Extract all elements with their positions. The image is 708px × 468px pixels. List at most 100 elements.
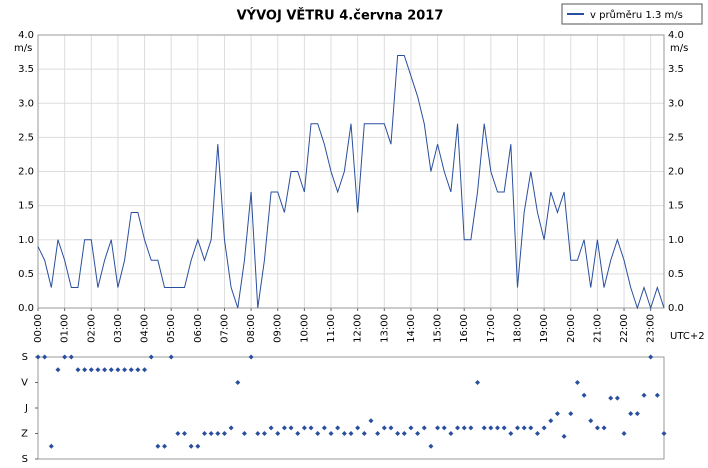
direction-point — [182, 431, 188, 436]
y-tick-label: 0.0 — [18, 303, 34, 314]
direction-point — [661, 431, 667, 436]
direction-point — [355, 425, 361, 431]
direction-point — [514, 425, 520, 431]
direction-point — [628, 411, 634, 417]
x-tick-label: 06:00 — [193, 314, 204, 343]
direction-point — [568, 411, 574, 417]
direction-point — [608, 395, 614, 401]
direction-point — [168, 354, 174, 360]
chart-title: VÝVOJ VĚTRU 4.června 2017 — [237, 8, 444, 24]
direction-point — [601, 425, 607, 431]
x-tick-label: 11:00 — [326, 314, 337, 343]
direction-point — [341, 431, 347, 436]
y-axis-label: m/s — [14, 43, 32, 54]
direction-point — [481, 425, 487, 431]
x-tick-label: 02:00 — [86, 314, 97, 343]
x-axis-label: UTC+2 — [670, 331, 705, 342]
direction-point — [395, 431, 401, 436]
y-tick-label: J — [24, 403, 28, 414]
x-tick-label: 01:00 — [60, 314, 71, 343]
direction-point — [328, 431, 334, 436]
x-tick-label: 09:00 — [273, 314, 284, 343]
direction-point — [75, 367, 81, 373]
direction-point — [95, 367, 101, 373]
direction-point — [648, 354, 654, 360]
x-tick-label: 13:00 — [379, 314, 390, 343]
x-tick-label: 18:00 — [512, 314, 523, 343]
x-tick-label: 10:00 — [299, 314, 310, 343]
direction-point — [261, 431, 267, 436]
direction-point — [335, 425, 341, 431]
x-tick-label: 20:00 — [566, 314, 577, 343]
legend-box — [561, 3, 703, 25]
y-tick-label: 0.5 — [18, 269, 34, 280]
direction-point — [135, 367, 141, 373]
direction-point — [548, 418, 554, 424]
direction-point — [115, 367, 121, 373]
x-tick-label: 04:00 — [140, 314, 151, 343]
y-tick-label: S — [22, 352, 28, 363]
direction-point — [228, 425, 234, 431]
direction-point — [142, 367, 148, 373]
y-tick-label: 3.0 — [18, 98, 34, 109]
x-tick-label: 23:00 — [646, 314, 657, 343]
direction-point — [415, 431, 421, 436]
direction-point — [128, 367, 134, 373]
y-tick-label-right: 2.0 — [668, 167, 684, 178]
x-tick-label: 22:00 — [619, 314, 630, 343]
y-tick-label: V — [21, 378, 28, 389]
direction-point — [102, 367, 108, 373]
y-tick-label-right: 0.0 — [668, 303, 684, 314]
direction-point — [475, 380, 481, 385]
direction-point — [88, 367, 94, 373]
y-tick-label: 4.0 — [18, 30, 34, 41]
direction-point — [235, 380, 241, 385]
direction-point — [521, 425, 527, 431]
y-tick-label: 1.5 — [18, 201, 34, 212]
direction-point — [508, 431, 514, 436]
direction-point — [654, 392, 660, 398]
direction-point — [381, 425, 387, 431]
x-tick-label: 17:00 — [486, 314, 497, 343]
direction-point — [534, 431, 540, 436]
direction-point — [201, 431, 207, 436]
direction-point — [501, 425, 507, 431]
direction-point — [255, 431, 261, 436]
direction-point — [82, 367, 88, 373]
direction-point — [641, 392, 647, 398]
direction-point — [301, 425, 307, 431]
y-tick-label-right: 1.0 — [668, 235, 684, 246]
y-tick-label-right: 4.0 — [668, 30, 684, 41]
direction-point — [495, 425, 501, 431]
direction-point — [55, 367, 61, 373]
direction-point — [275, 431, 281, 436]
direction-point — [435, 425, 441, 431]
plot-area — [37, 356, 665, 460]
direction-point — [155, 443, 161, 449]
direction-point — [215, 431, 221, 436]
direction-point — [308, 425, 314, 431]
direction-point — [528, 425, 534, 431]
y-tick-label: 2.5 — [18, 132, 34, 143]
y-tick-label: 2.0 — [18, 167, 34, 178]
y-tick-label: 1.0 — [18, 235, 34, 246]
direction-point — [408, 425, 414, 431]
direction-point — [42, 354, 48, 360]
direction-point — [268, 425, 274, 431]
direction-point — [375, 431, 381, 436]
x-tick-label: 16:00 — [459, 314, 470, 343]
direction-point — [388, 425, 394, 431]
direction-point — [421, 425, 427, 431]
legend-label: v průměru 1.3 m/s — [590, 9, 683, 21]
direction-point — [148, 354, 154, 360]
direction-point — [68, 354, 74, 360]
direction-point — [614, 395, 620, 401]
x-tick-label: 05:00 — [166, 314, 177, 343]
x-tick-label: 19:00 — [539, 314, 550, 343]
y-tick-label: 3.5 — [18, 64, 34, 75]
direction-point — [468, 425, 474, 431]
direction-point — [35, 354, 41, 360]
direction-point — [108, 367, 114, 373]
direction-point — [541, 425, 547, 431]
